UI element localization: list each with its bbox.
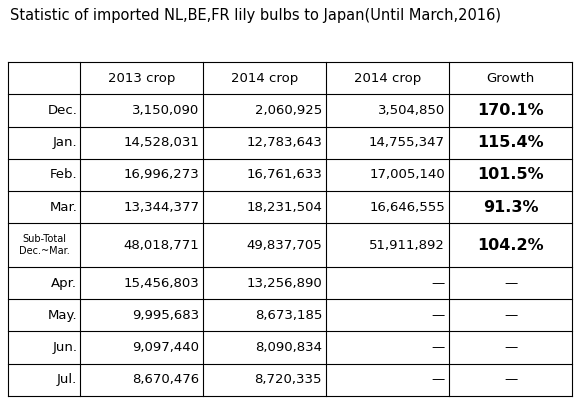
Text: 9,995,683: 9,995,683: [132, 309, 199, 322]
Text: 16,761,633: 16,761,633: [246, 168, 322, 182]
Text: 49,837,705: 49,837,705: [246, 239, 322, 252]
Text: 8,670,476: 8,670,476: [132, 373, 199, 386]
Text: 14,528,031: 14,528,031: [124, 136, 199, 149]
Text: 2014 crop: 2014 crop: [231, 72, 298, 85]
Text: Mar.: Mar.: [49, 201, 77, 214]
Text: 8,090,834: 8,090,834: [255, 341, 322, 354]
Text: Apr.: Apr.: [51, 276, 77, 290]
Text: 17,005,140: 17,005,140: [369, 168, 445, 182]
Text: 104.2%: 104.2%: [477, 238, 544, 253]
Text: 8,720,335: 8,720,335: [255, 373, 322, 386]
Text: 3,150,090: 3,150,090: [132, 104, 199, 117]
Text: 2013 crop: 2013 crop: [108, 72, 175, 85]
Text: —: —: [504, 309, 517, 322]
Text: Dec.: Dec.: [48, 104, 77, 117]
Text: 91.3%: 91.3%: [483, 200, 538, 215]
Text: —: —: [504, 276, 517, 290]
Text: —: —: [504, 341, 517, 354]
Text: 13,256,890: 13,256,890: [246, 276, 322, 290]
Text: 16,646,555: 16,646,555: [369, 201, 445, 214]
Text: Growth: Growth: [487, 72, 535, 85]
Text: 2014 crop: 2014 crop: [354, 72, 421, 85]
Text: 48,018,771: 48,018,771: [124, 239, 199, 252]
Text: —: —: [432, 341, 445, 354]
Text: 101.5%: 101.5%: [477, 168, 544, 182]
Text: Jan.: Jan.: [53, 136, 77, 149]
Text: Jun.: Jun.: [52, 341, 77, 354]
Text: 13,344,377: 13,344,377: [123, 201, 199, 214]
Text: 12,783,643: 12,783,643: [246, 136, 322, 149]
Text: —: —: [432, 309, 445, 322]
Text: 115.4%: 115.4%: [477, 135, 544, 150]
Text: Jul.: Jul.: [57, 373, 77, 386]
Text: Feb.: Feb.: [49, 168, 77, 182]
Text: 15,456,803: 15,456,803: [124, 276, 199, 290]
Text: —: —: [432, 276, 445, 290]
Text: 18,231,504: 18,231,504: [246, 201, 322, 214]
Text: 2,060,925: 2,060,925: [255, 104, 322, 117]
Text: 9,097,440: 9,097,440: [132, 341, 199, 354]
Text: 8,673,185: 8,673,185: [255, 309, 322, 322]
Text: 3,504,850: 3,504,850: [378, 104, 445, 117]
Text: May.: May.: [48, 309, 77, 322]
Text: 170.1%: 170.1%: [477, 103, 544, 118]
Text: Sub-Total
Dec.~Mar.: Sub-Total Dec.~Mar.: [19, 234, 70, 256]
Text: 51,911,892: 51,911,892: [369, 239, 445, 252]
Text: —: —: [432, 373, 445, 386]
Text: —: —: [504, 373, 517, 386]
Text: 16,996,273: 16,996,273: [124, 168, 199, 182]
Text: 14,755,347: 14,755,347: [369, 136, 445, 149]
Text: Statistic of imported NL,BE,FR lily bulbs to Japan(Until March,2016): Statistic of imported NL,BE,FR lily bulb…: [10, 8, 501, 23]
